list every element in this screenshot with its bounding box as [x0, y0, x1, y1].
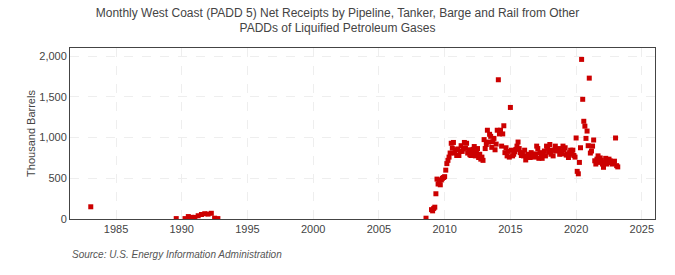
svg-text:2025: 2025 [630, 223, 654, 235]
svg-text:1990: 1990 [169, 223, 193, 235]
svg-text:2010: 2010 [432, 223, 456, 235]
svg-text:500: 500 [48, 172, 66, 184]
svg-text:1,000: 1,000 [39, 131, 67, 143]
svg-text:2020: 2020 [564, 223, 588, 235]
svg-text:0: 0 [61, 213, 67, 225]
svg-text:Thousand Barrels: Thousand Barrels [25, 90, 37, 177]
svg-text:Source: U.S. Energy Informatio: Source: U.S. Energy Information Administ… [72, 249, 282, 260]
svg-text:2015: 2015 [498, 223, 522, 235]
svg-text:2,000: 2,000 [39, 50, 67, 62]
svg-text:2005: 2005 [367, 223, 391, 235]
svg-text:1995: 1995 [235, 223, 259, 235]
svg-text:2000: 2000 [301, 223, 325, 235]
svg-text:1985: 1985 [104, 223, 128, 235]
svg-text:Monthly West Coast (PADD 5) Ne: Monthly West Coast (PADD 5) Net Receipts… [96, 6, 580, 36]
svg-text:1,500: 1,500 [39, 91, 67, 103]
